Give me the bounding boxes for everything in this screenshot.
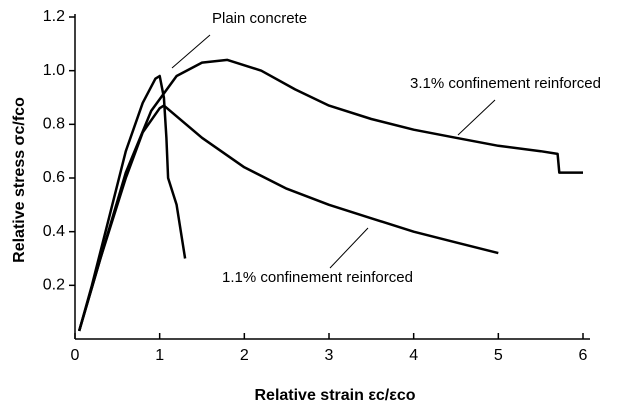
y-tick-label: 0.2 <box>43 277 65 294</box>
x-tick-label: 5 <box>494 347 503 364</box>
x-tick-label: 4 <box>409 347 418 364</box>
y-tick-label: 0.8 <box>43 116 65 133</box>
y-tick-label: 0.6 <box>43 169 65 186</box>
leader-line <box>457 99 496 136</box>
annotation: 3.1% confinement reinforced <box>410 75 601 92</box>
y-axis-label: Relative stress σc/fco <box>11 97 28 263</box>
annotation: 1.1% confinement reinforced <box>222 269 413 286</box>
x-tick-label: 1 <box>155 347 164 364</box>
x-tick-label: 2 <box>240 347 249 364</box>
annotation: Plain concrete <box>212 10 307 27</box>
series-line <box>78 104 499 332</box>
leader-line <box>171 34 211 69</box>
x-tick-label: 0 <box>71 347 80 364</box>
y-tick-label: 1.0 <box>43 62 65 79</box>
y-tick-label: 1.2 <box>43 8 65 25</box>
leader-line <box>329 227 369 269</box>
x-axis-label: Relative strain εc/εco <box>254 387 415 404</box>
x-tick-label: 6 <box>579 347 588 364</box>
y-tick-label: 0.4 <box>43 223 65 240</box>
x-tick-label: 3 <box>325 347 334 364</box>
series-line <box>77 74 187 332</box>
series-line <box>78 58 583 332</box>
